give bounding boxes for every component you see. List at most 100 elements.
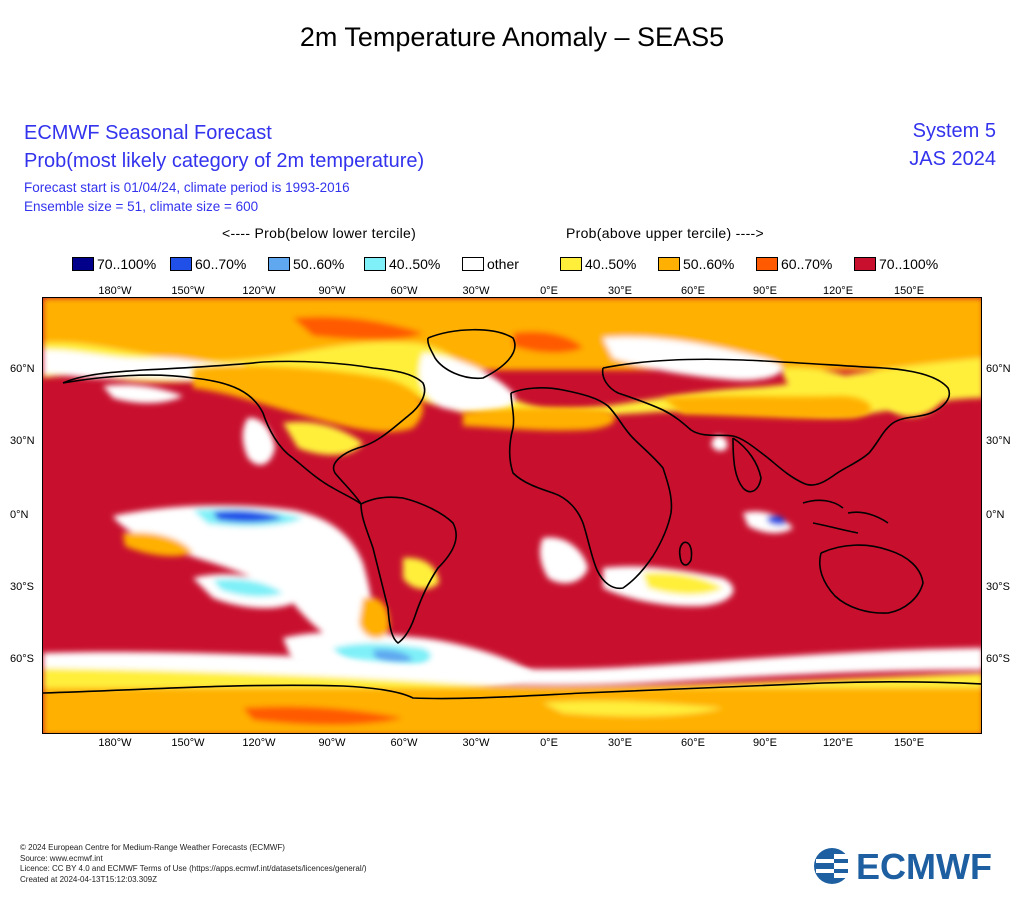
ecmwf-logo-text: ECMWF	[856, 846, 992, 886]
page-title: 2m Temperature Anomaly – SEAS5	[299, 22, 725, 52]
legend-item: 60..70%	[756, 255, 832, 273]
asia-coast	[601, 358, 950, 486]
lon-label-top: 30°W	[462, 285, 490, 297]
footer: © 2024 European Centre for Medium-Range …	[20, 843, 367, 885]
legend-label: 40..50%	[585, 256, 637, 272]
forecast-subtitle: Prob(most likely category of 2m temperat…	[24, 150, 425, 172]
forecast-title: ECMWF Seasonal Forecast	[24, 122, 272, 144]
legend-swatch	[854, 257, 876, 271]
lon-label-top: 60°W	[390, 285, 418, 297]
footer-source: Source: www.ecmwf.int	[20, 853, 103, 863]
greenland-coast	[427, 328, 516, 380]
antarctic-orange-band	[43, 688, 981, 733]
legend-swatch	[170, 257, 192, 271]
probability-map	[42, 297, 982, 734]
legend-label: 60..70%	[195, 256, 247, 272]
legend-swatch	[72, 257, 94, 271]
mediterranean-orange	[463, 407, 615, 431]
legend-item: 50..60%	[658, 255, 734, 273]
ensemble-info: Ensemble size = 51, climate size = 600	[24, 199, 259, 214]
below-tercile-label: <---- Prob(below lower tercile)	[222, 225, 417, 241]
legend-item: 70..100%	[72, 255, 156, 273]
east-pacific-white	[113, 505, 373, 646]
south-america-coast	[360, 496, 457, 644]
lat-label-left: 0°N	[10, 509, 29, 521]
central-asia-orange	[663, 396, 872, 419]
arabia-white	[711, 435, 728, 451]
south-africa-yellow	[643, 572, 723, 595]
lat-label-left: 60°N	[10, 363, 35, 375]
europe-red-orange	[513, 331, 583, 353]
coastlines	[43, 328, 981, 700]
legend-item: 70..100%	[854, 255, 938, 273]
lat-label-left: 30°S	[10, 581, 34, 593]
lon-label-bottom: 0°E	[540, 737, 558, 749]
lat-label-right: 30°N	[986, 435, 1011, 447]
ecmwf-logo: ECMWF	[812, 846, 1012, 891]
lat-label-right: 60°S	[986, 653, 1010, 665]
maritime-islands	[802, 499, 889, 534]
lon-label-bottom: 120°W	[242, 737, 276, 749]
lat-label-right: 0°N	[986, 509, 1005, 521]
antarctica-coast	[43, 681, 981, 700]
legend-label: 70..100%	[879, 256, 939, 272]
legend-swatch	[364, 257, 386, 271]
indian-ocean-white	[743, 511, 793, 534]
legend-swatch	[268, 257, 290, 271]
europe-africa-coast	[508, 387, 673, 590]
lat-label-left: 60°S	[10, 653, 34, 665]
legend-item: 40..50%	[364, 255, 440, 273]
arctic-red-orange	[293, 316, 423, 340]
footer-copyright: © 2024 European Centre for Medium-Range …	[20, 843, 285, 852]
forecast-start-info: Forecast start is 01/04/24, climate peri…	[24, 180, 350, 195]
above-tercile-label: Prob(above upper tercile) ---->	[566, 225, 764, 241]
legend-swatch	[462, 257, 484, 271]
east-pacific-blue	[213, 510, 283, 523]
legend-label: 50..60%	[293, 256, 345, 272]
southern-ocean-lightblue	[373, 649, 413, 664]
legend-label: 50..60%	[683, 256, 735, 272]
antarctic-white-band	[43, 648, 981, 686]
season-label: JAS 2024	[909, 148, 996, 170]
south-pacific-cyan	[213, 578, 283, 597]
lon-label-bottom: 120°E	[822, 737, 854, 749]
lon-label-bottom: 30°W	[462, 737, 490, 749]
lon-label-top: 120°W	[242, 285, 276, 297]
lon-label-top: 180°W	[98, 285, 132, 297]
lon-label-top: 120°E	[822, 285, 854, 297]
madagascar-coast	[678, 541, 693, 566]
footer-created: Created at 2024-04-13T15:12:03.309Z	[20, 874, 157, 884]
antarctic-yellow-patches	[543, 700, 723, 717]
south-atlantic-white	[540, 537, 588, 584]
lon-label-bottom: 150°W	[171, 737, 205, 749]
legend-item: 50..60%	[268, 255, 344, 273]
lon-label-top: 150°E	[893, 285, 925, 297]
arctic-orange-band	[43, 298, 981, 370]
lat-label-left: 30°N	[10, 435, 35, 447]
east-asia-white	[782, 367, 883, 402]
legend-label: other	[487, 256, 519, 272]
lat-label-right: 60°N	[986, 363, 1011, 375]
lon-label-bottom: 180°W	[98, 737, 132, 749]
lon-label-top: 90°W	[318, 285, 346, 297]
north-america-orange	[193, 366, 423, 432]
japan-yellow	[873, 377, 943, 417]
us-yellow	[283, 421, 363, 455]
legend-swatch	[658, 257, 680, 271]
system-label: System 5	[912, 120, 996, 142]
australia-coast	[819, 544, 924, 614]
legend-swatch	[560, 257, 582, 271]
lon-label-top: 90°E	[753, 285, 777, 297]
legend-label: 60..70%	[781, 256, 833, 272]
lon-label-bottom: 60°E	[681, 737, 705, 749]
legend-swatch	[756, 257, 778, 271]
lon-label-top: 0°E	[540, 285, 558, 297]
legend-item: 60..70%	[170, 255, 246, 273]
lon-label-bottom: 90°W	[318, 737, 346, 749]
footer-licence: Licence: CC BY 4.0 and ECMWF Terms of Us…	[20, 864, 367, 873]
lon-label-bottom: 60°W	[390, 737, 418, 749]
lon-label-top: 150°W	[171, 285, 205, 297]
antarctic-red-orange	[243, 706, 403, 725]
north-pacific-white	[103, 384, 183, 403]
legend-label: 40..50%	[389, 256, 441, 272]
